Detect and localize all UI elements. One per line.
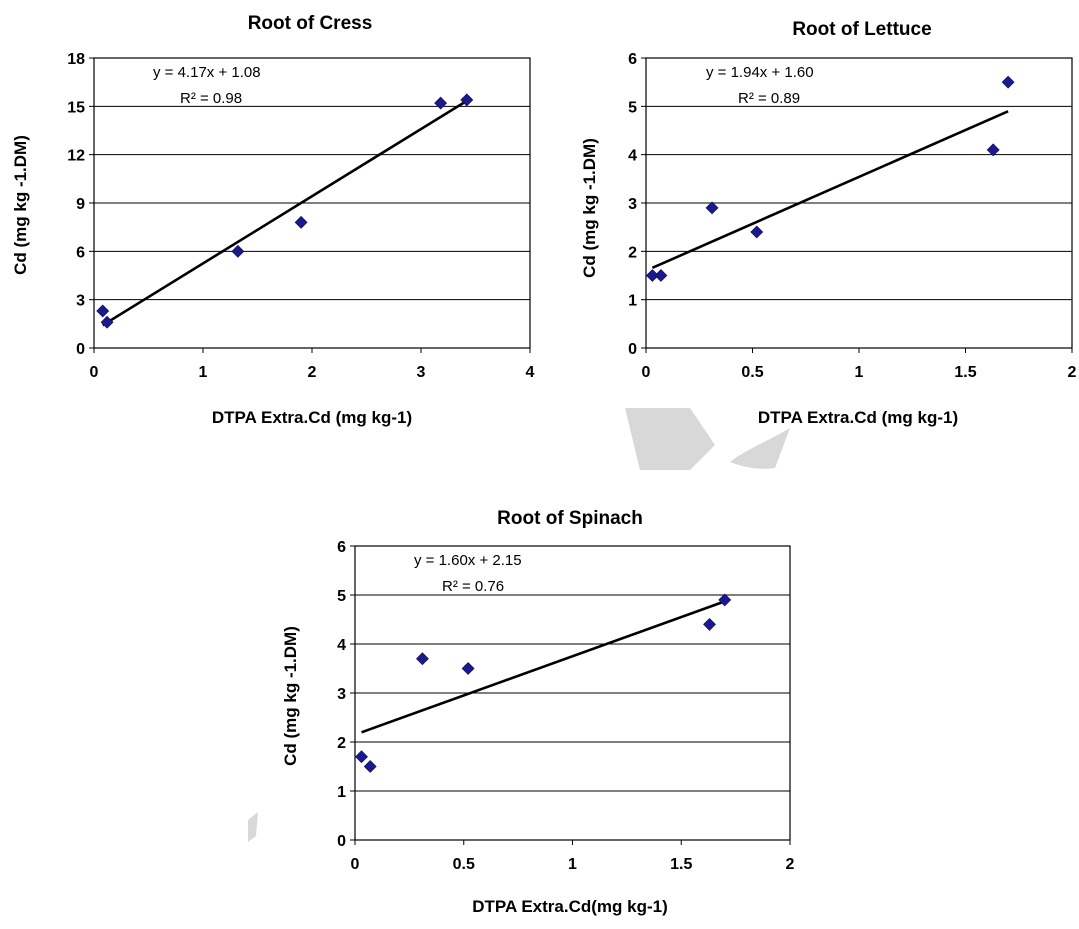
data-point	[986, 143, 1000, 157]
x-axis-label: DTPA Extra.Cd (mg kg-1)	[212, 408, 412, 427]
y-axis-label: Cd (mg kg -1.DM)	[580, 138, 599, 278]
data-point	[363, 760, 377, 773]
chart-title: Root of Spinach	[497, 508, 643, 529]
data-point	[231, 244, 245, 258]
data-point	[645, 269, 659, 282]
y-tick-label: 2	[628, 244, 637, 261]
y-tick-label: 4	[337, 637, 346, 654]
watermark	[248, 408, 790, 842]
x-tick-label: 0	[90, 364, 99, 381]
r2-label: R² = 0.89	[738, 90, 800, 107]
x-tick-label: 0	[642, 364, 651, 381]
chart-panel-spinach: Root of Spinach 0 1 2 3 4 5 6 0 0.5 1 1.5 2 y = 1.6…	[281, 508, 795, 916]
y-tick-label: 6	[628, 51, 637, 68]
x-tick-label: 1.5	[954, 364, 976, 381]
x-tick-label: 2	[308, 364, 317, 381]
y-tick-label: 6	[76, 244, 85, 261]
y-tick-label: 1	[337, 784, 346, 801]
y-tick-label: 4	[628, 148, 637, 165]
data-point	[1001, 75, 1015, 89]
plot-group-2: 0 1 2 3 4 5 6 0 0.5 1 1.5 2	[337, 539, 794, 873]
x-tick-label: 0	[351, 856, 360, 873]
plot-group-1: 0 1 2 3 4 5 6 0 0.5 1 1.5 2	[628, 51, 1076, 381]
chart-title: Root of Cress	[248, 13, 373, 34]
equation-label: y = 4.17x + 1.08	[153, 64, 261, 81]
x-tick-label: 2	[786, 856, 795, 873]
y-tick-label: 2	[337, 735, 346, 752]
x-axis-label: DTPA Extra.Cd (mg kg-1)	[758, 408, 958, 427]
x-tick-label: 3	[417, 364, 426, 381]
y-tick-label: 0	[337, 833, 346, 850]
x-tick-label: 1	[199, 364, 208, 381]
data-point	[355, 750, 368, 764]
data-point	[416, 652, 429, 666]
y-tick-label: 0	[76, 341, 85, 358]
x-tick-label: 4	[526, 364, 535, 381]
equation-label: y = 1.94x + 1.60	[706, 64, 814, 81]
equation-label: y = 1.60x + 2.15	[414, 552, 522, 569]
data-point	[461, 662, 475, 675]
x-tick-label: 1.5	[670, 856, 692, 873]
data-point	[294, 215, 308, 229]
y-tick-label: 3	[337, 686, 346, 703]
data-point	[703, 617, 716, 631]
chart-title: Root of Lettuce	[792, 19, 931, 40]
data-point	[460, 93, 474, 107]
data-point	[434, 96, 448, 110]
y-tick-label: 0	[628, 341, 637, 358]
data-point	[654, 269, 668, 282]
y-axis-label: Cd (mg kg -1.DM)	[281, 626, 300, 766]
x-tick-label: 0.5	[741, 364, 763, 381]
y-tick-label: 5	[337, 588, 346, 605]
trendline	[651, 110, 1009, 270]
data-point	[750, 225, 764, 239]
y-tick-label: 18	[67, 51, 85, 68]
x-axis-label: DTPA Extra.Cd(mg kg-1)	[472, 897, 668, 916]
y-tick-label: 6	[337, 539, 346, 556]
data-point	[100, 315, 114, 329]
data-point	[705, 201, 719, 215]
data-point	[718, 593, 732, 607]
x-tick-label: 2	[1068, 364, 1077, 381]
r2-label: R² = 0.76	[442, 578, 504, 595]
y-tick-label: 9	[76, 196, 85, 213]
y-tick-label: 3	[628, 196, 637, 213]
x-tick-label: 1	[855, 364, 864, 381]
y-tick-label: 12	[67, 148, 85, 165]
y-tick-label: 5	[628, 99, 637, 116]
y-axis-label: Cd (mg kg -1.DM)	[11, 135, 30, 275]
y-tick-label: 1	[628, 293, 637, 310]
x-tick-label: 0.5	[453, 856, 475, 873]
trendline	[102, 99, 468, 327]
trendline	[361, 600, 726, 734]
chart-panel-lettuce: Root of Lettuce 0 1 2 3 4 5 6 0 0.5 1 1.5 2 y = 1.9…	[580, 19, 1077, 427]
y-tick-label: 3	[76, 293, 85, 310]
r2-label: R² = 0.98	[180, 90, 242, 107]
y-tick-label: 15	[67, 99, 85, 116]
data-point	[96, 304, 110, 318]
x-tick-label: 1	[568, 856, 577, 873]
